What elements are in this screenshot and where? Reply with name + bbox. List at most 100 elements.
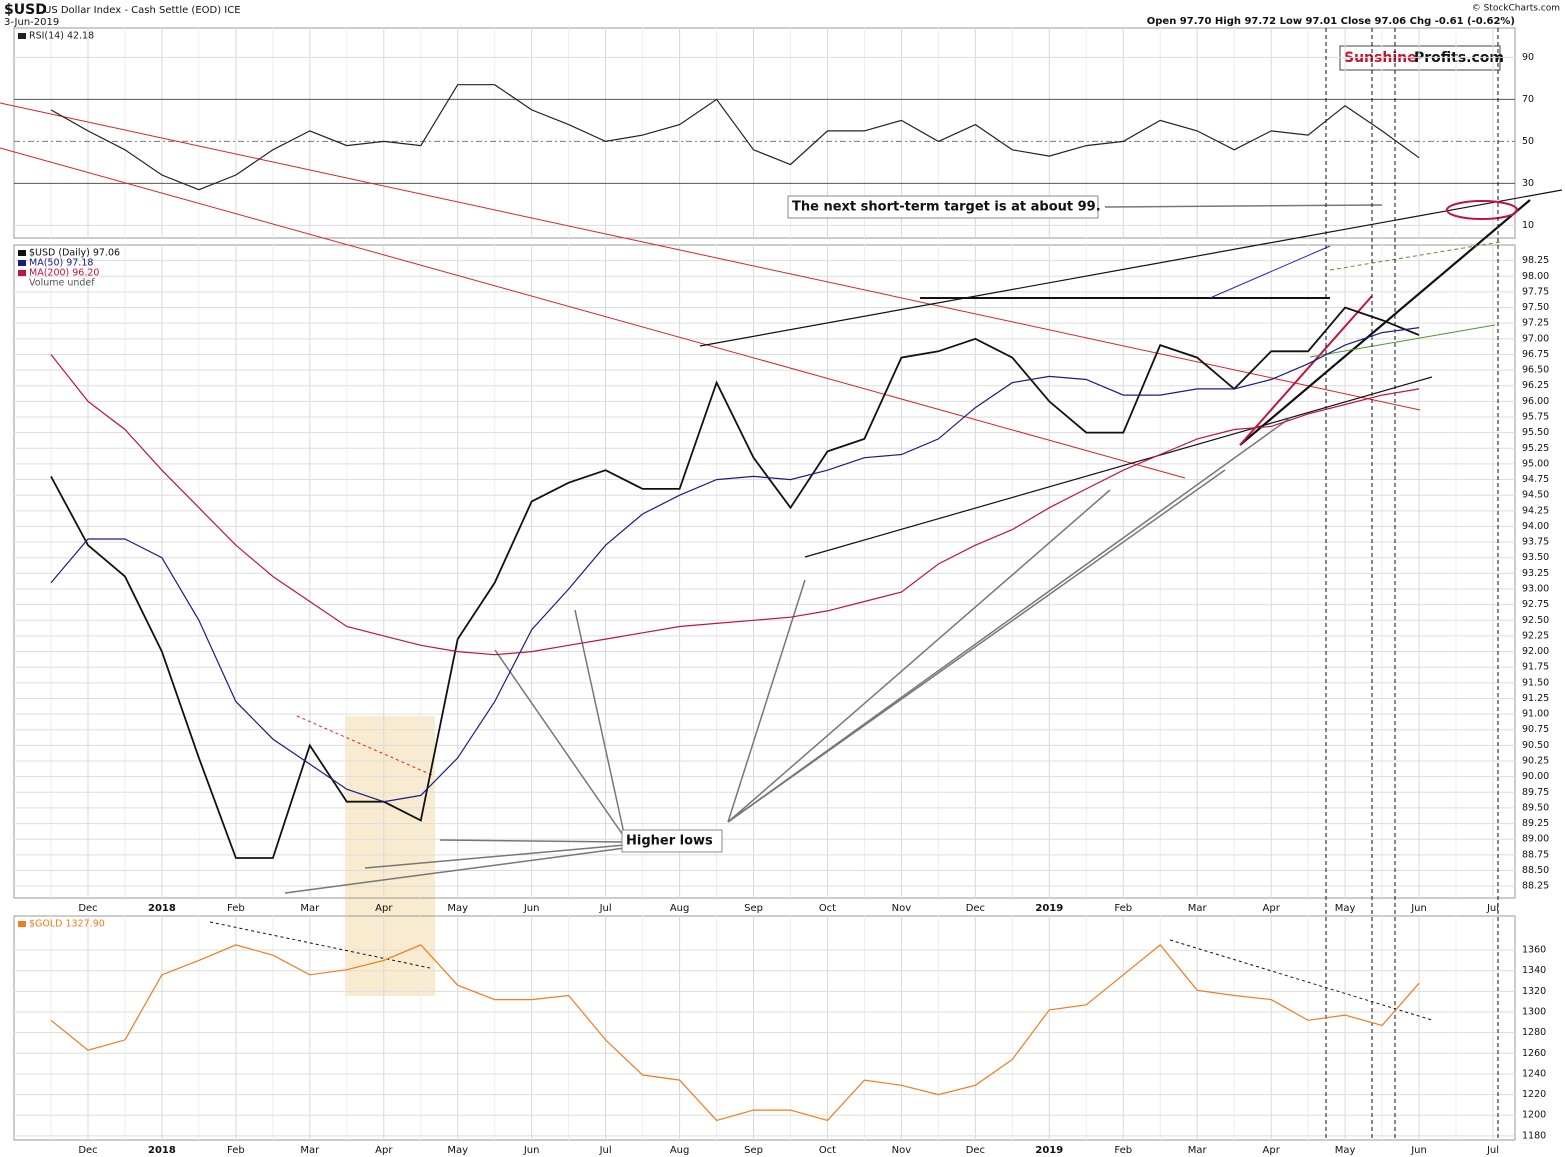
- legend-label: Volume undef: [29, 278, 95, 289]
- annotation-box: [621, 829, 723, 853]
- y-tick-label: 1200: [1522, 1110, 1546, 1121]
- x-tick-label: Apr: [375, 1145, 393, 1156]
- y-tick-label: 95.25: [1522, 443, 1549, 454]
- logo-box: [1339, 45, 1501, 71]
- x-tick-label: Feb: [1114, 903, 1132, 914]
- legend-label: $USD (Daily) 97.06: [29, 248, 120, 259]
- y-tick-label: 88.75: [1522, 849, 1549, 860]
- series-line: [50, 306, 1420, 859]
- x-tick-label: Oct: [819, 1145, 836, 1156]
- y-tick-label: 90.75: [1522, 724, 1549, 735]
- y-tick-label: 90.50: [1522, 740, 1549, 751]
- y-tick-label: 91.25: [1522, 693, 1549, 704]
- x-tick-label: May: [1335, 1145, 1356, 1156]
- x-tick-label: Oct: [819, 903, 836, 914]
- x-tick-label: Dec: [78, 1145, 97, 1156]
- trend-lines: [0, 28, 1563, 1140]
- y-tick-label: 10: [1522, 220, 1534, 231]
- trend-line: [1169, 939, 1433, 1021]
- y-tick-label: 95.50: [1522, 427, 1549, 438]
- y-tick-label: 94.50: [1522, 490, 1549, 501]
- y-tick-label: 1220: [1522, 1089, 1546, 1100]
- x-tick-label: Dec: [966, 1145, 985, 1156]
- y-tick-label: 1340: [1522, 965, 1546, 976]
- y-tick-label: 1280: [1522, 1027, 1546, 1038]
- legend-label: $GOLD 1327.90: [29, 919, 105, 930]
- y-tick-label: 93.00: [1522, 584, 1549, 595]
- y-tick-label: 1320: [1522, 986, 1546, 997]
- pointer: [364, 844, 626, 869]
- y-tick-label: 93.75: [1522, 537, 1549, 548]
- x-tick-label: Mar: [1188, 1145, 1208, 1156]
- x-tick-label: Jul: [599, 1145, 612, 1156]
- x-tick-label: Nov: [892, 1145, 912, 1156]
- trend-line: [1329, 241, 1501, 271]
- x-tick-label: Apr: [1263, 1145, 1281, 1156]
- legend-swatch: [18, 250, 26, 256]
- y-tick-label: 1260: [1522, 1048, 1546, 1059]
- logo-b: Profits.com: [1414, 50, 1504, 66]
- trend-line: [0, 147, 1186, 479]
- symbol: $USD: [4, 2, 47, 18]
- trend-line: [0, 102, 1421, 411]
- y-tick-label: 95.00: [1522, 458, 1549, 469]
- pointer: [284, 847, 626, 894]
- y-tick-label: 92.00: [1522, 646, 1549, 657]
- x-tick-label: Feb: [227, 903, 245, 914]
- legend-swatch: [18, 270, 26, 276]
- x-tick-label: Jun: [523, 1145, 540, 1156]
- y-tick-label: 97.75: [1522, 286, 1549, 297]
- y-tick-label: 88.25: [1522, 881, 1549, 892]
- target-ellipse: [1446, 200, 1518, 220]
- pointer: [494, 649, 626, 839]
- y-tick-label: 97.25: [1522, 318, 1549, 329]
- x-tick-label: Mar: [300, 903, 320, 914]
- y-tick-label: 90: [1522, 52, 1534, 63]
- y-tick-label: 93.25: [1522, 568, 1549, 579]
- x-tick-label: 2019: [1035, 903, 1063, 914]
- legend-swatch: [18, 921, 26, 927]
- x-tick-label: Dec: [966, 903, 985, 914]
- y-tick-label: 91.00: [1522, 709, 1549, 720]
- legend-label: RSI(14) 42.18: [29, 31, 94, 42]
- y-tick-label: 96.25: [1522, 380, 1549, 391]
- legend-swatch: [18, 260, 26, 266]
- x-tick-label: Feb: [227, 1145, 245, 1156]
- pointer: [727, 579, 806, 823]
- x-tick-label: Aug: [670, 1145, 690, 1156]
- annotation: The next short-term target is at about 9…: [792, 200, 1101, 215]
- panel-frame: [13, 915, 1516, 1141]
- y-tick-label: 89.50: [1522, 802, 1549, 813]
- x-tick-label: Jul: [1486, 903, 1499, 914]
- x-tick-label: Feb: [1114, 1145, 1132, 1156]
- y-tick-label: 96.00: [1522, 396, 1549, 407]
- y-tick-label: 92.50: [1522, 615, 1549, 626]
- y-tick-label: 94.25: [1522, 505, 1549, 516]
- y-tick-label: 91.50: [1522, 677, 1549, 688]
- trend-line: [699, 189, 1563, 347]
- pointer: [727, 489, 1111, 823]
- y-tick-label: 89.25: [1522, 818, 1549, 829]
- x-tick-label: 2018: [148, 1145, 176, 1156]
- y-tick-label: 50: [1522, 136, 1534, 147]
- highlight-zone: [345, 716, 435, 996]
- legend-label: MA(200) 96.20: [29, 268, 99, 279]
- trend-line: [1239, 295, 1373, 446]
- trend-line: [296, 715, 433, 776]
- y-tick-label: 89.75: [1522, 787, 1549, 798]
- x-tick-label: May: [1335, 903, 1356, 914]
- y-tick-label: 1240: [1522, 1068, 1546, 1079]
- x-tick-label: Sep: [744, 1145, 763, 1156]
- x-tick-label: Jun: [1410, 1145, 1427, 1156]
- y-tick-label: 94.75: [1522, 474, 1549, 485]
- y-tick-label: 88.50: [1522, 865, 1549, 876]
- panel-frame: [13, 244, 1516, 899]
- y-tick-label: 1300: [1522, 1007, 1546, 1018]
- annotation: Higher lows: [626, 834, 713, 849]
- x-tick-label: Sep: [744, 903, 763, 914]
- series-line: [50, 354, 1420, 656]
- y-tick-label: 96.75: [1522, 349, 1549, 360]
- logo-a: Sunshine: [1344, 50, 1417, 66]
- x-tick-label: Apr: [375, 903, 393, 914]
